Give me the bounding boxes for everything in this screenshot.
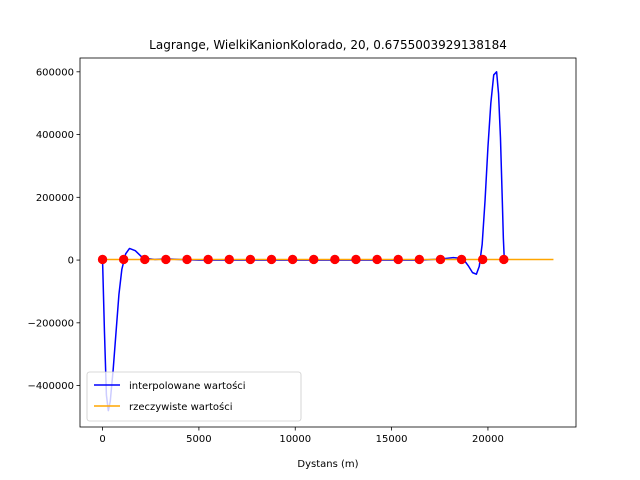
- x-tick-label: 0: [99, 434, 105, 445]
- x-tick-label: 10000: [279, 434, 311, 445]
- axes: 0 5000 10000 15000 20000 −400000 −200000 0 20000…: [27, 57, 577, 445]
- x-tick-label: 15000: [376, 434, 408, 445]
- data-point-marker: [266, 254, 277, 265]
- y-tick-label: 200000: [36, 193, 74, 204]
- axes-frame: [79, 57, 577, 428]
- y-tick-label: 400000: [36, 130, 74, 141]
- data-point-marker: [203, 254, 213, 265]
- x-axis-label: Dystans (m): [297, 459, 358, 470]
- data-point-marker: [330, 254, 340, 265]
- data-point-marker: [309, 254, 319, 265]
- x-tick-label: 5000: [186, 434, 211, 445]
- data-point-marker: [224, 254, 234, 265]
- data-point-marker: [414, 254, 425, 265]
- y-tick-label: 600000: [36, 67, 74, 78]
- data-point-marker: [287, 254, 298, 265]
- legend-label: rzeczywiste wartości: [129, 401, 233, 413]
- data-point-marker: [499, 254, 509, 265]
- data-point-marker: [372, 254, 382, 265]
- data-point-marker: [245, 254, 256, 265]
- legend-box: [86, 371, 302, 422]
- data-point-marker: [118, 254, 129, 265]
- data-point-marker: [161, 254, 171, 265]
- data-point-marker: [477, 254, 488, 265]
- y-tick-label: 0: [68, 256, 74, 267]
- x-tick-label: 20000: [472, 434, 504, 445]
- data-point-marker: [182, 254, 192, 265]
- data-point-marker: [97, 254, 108, 265]
- plot-area: [97, 71, 554, 412]
- data-point-marker: [435, 254, 446, 265]
- y-tick-label: −400000: [27, 381, 74, 392]
- legend: interpolowane wartości rzeczywiste wartoś…: [86, 371, 302, 422]
- data-point-marker: [393, 254, 403, 265]
- legend-label: interpolowane wartości: [129, 380, 246, 392]
- data-point-marker: [351, 254, 361, 265]
- y-tick-label: −200000: [27, 318, 74, 329]
- data-point-marker: [140, 254, 150, 265]
- data-point-marker: [456, 254, 467, 265]
- chart-title: Lagrange, WielkiKanionKolorado, 20, 0.67…: [149, 38, 507, 52]
